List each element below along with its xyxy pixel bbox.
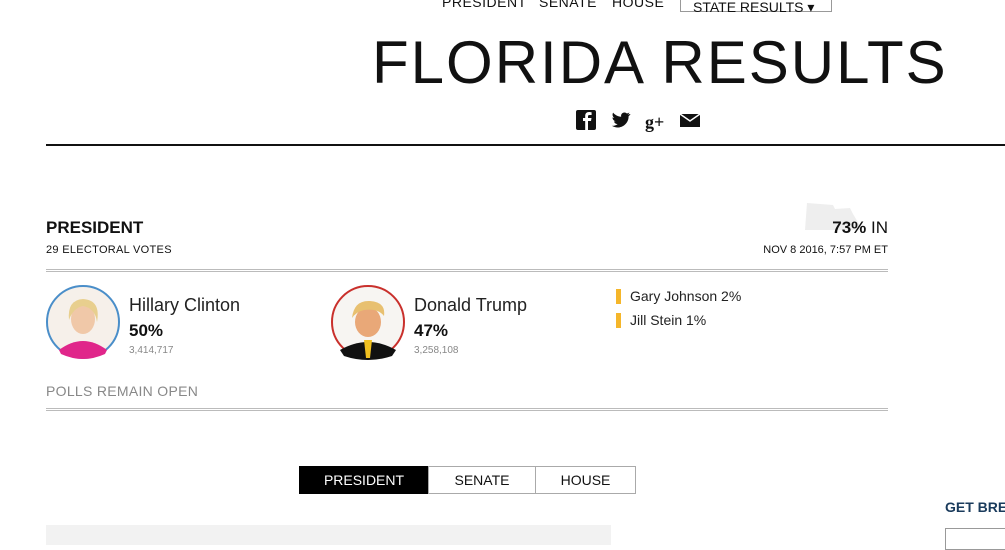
dropdown-label: STATE RESULTS	[693, 0, 804, 15]
twitter-icon[interactable]	[611, 112, 631, 128]
candidate-name: Hillary Clinton	[129, 295, 241, 315]
nav-link[interactable]: PRESIDENT	[442, 0, 527, 10]
reporting-pct: 73%	[832, 218, 867, 237]
candidate-photo	[46, 285, 120, 359]
tab-active[interactable]: PRESIDENT	[299, 466, 429, 494]
tab[interactable]: HOUSE	[535, 466, 636, 494]
candidate-votes: 3,414,717	[129, 345, 174, 356]
header-divider	[46, 144, 1005, 146]
state-dropdown[interactable]: STATE RESULTS ▾	[680, 0, 832, 15]
sidebar-input[interactable]	[945, 528, 1005, 550]
reporting-suffix: IN	[871, 218, 888, 237]
candidate-pct: 47%	[414, 321, 449, 340]
page-body: PRESIDENT SENATE HOUSE STATE RESULTS ▾ F…	[46, 0, 1005, 550]
candidate-name: Donald Trump	[414, 295, 528, 315]
page-title: FLORIDA RESULTS	[372, 29, 948, 96]
email-icon[interactable]	[679, 113, 701, 127]
nav-link[interactable]: SENATE	[539, 0, 597, 10]
candidate-photo	[331, 285, 405, 360]
electoral-votes: 29 ELECTORAL VOTES	[46, 244, 172, 256]
race-title: PRESIDENT	[46, 218, 144, 237]
candidate-pct: 50%	[129, 321, 164, 340]
other-candidate: Gary Johnson 2%	[616, 289, 741, 304]
reporting: 73% IN	[832, 218, 888, 238]
candidate-votes: 3,258,108	[414, 345, 459, 356]
state-map	[805, 203, 860, 230]
section-divider	[46, 408, 888, 411]
map-preview	[46, 525, 611, 545]
sidebar-heading: GET BRE	[945, 499, 1005, 515]
section-divider	[46, 269, 888, 272]
polls-status: POLLS REMAIN OPEN	[46, 383, 199, 399]
other-candidate: Jill Stein 1%	[616, 313, 706, 328]
gplus-icon[interactable]: g+	[645, 112, 664, 132]
tab[interactable]: SENATE	[428, 466, 536, 494]
share-icons: g+	[576, 110, 701, 132]
page: Results {"nav": {"links": ["PRESIDENT", …	[46, 0, 1005, 550]
nav-link[interactable]: HOUSE	[612, 0, 665, 10]
updated-time: NOV 8 2016, 7:57 PM ET	[763, 244, 888, 256]
facebook-glyph	[583, 112, 592, 130]
